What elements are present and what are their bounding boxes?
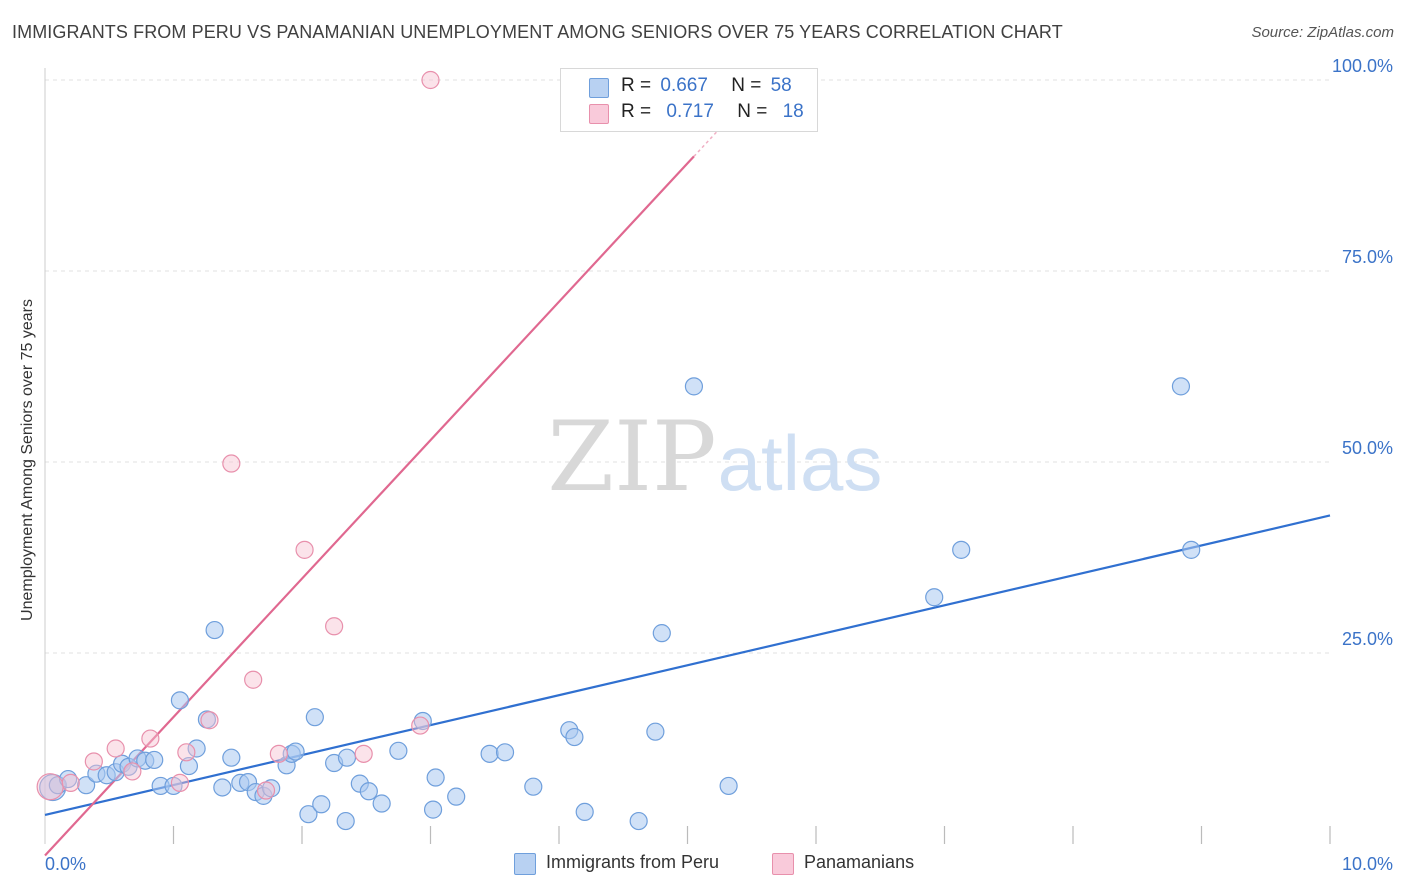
trend-line-panamanians xyxy=(44,155,695,857)
trend-lines xyxy=(44,114,1331,857)
point-peru xyxy=(447,787,466,806)
point-peru xyxy=(575,802,594,822)
y-tick-label: 100.0% xyxy=(1332,56,1393,76)
trend-line-peru xyxy=(44,514,1331,817)
y-tick-label: 25.0% xyxy=(1342,629,1393,649)
point-peru xyxy=(1182,540,1201,559)
point-panamanian xyxy=(170,773,190,792)
bottom-legend-swatch-peru xyxy=(514,853,536,875)
y-tick-label: 75.0% xyxy=(1342,247,1393,267)
point-peru xyxy=(646,722,665,741)
legend-swatch-panamanians xyxy=(589,104,609,124)
axes xyxy=(44,68,1331,844)
bottom-legend-label-peru: Immigrants from Peru xyxy=(546,852,720,872)
y-tick-label: 50.0% xyxy=(1342,438,1393,458)
point-panamanian xyxy=(256,781,276,800)
y-axis-label: Unemployment Among Seniors over 75 years xyxy=(19,299,36,621)
point-peru xyxy=(952,540,971,559)
tick-labels: 25.0% 50.0% 75.0% 100.0% 0.0% 10.0% xyxy=(45,56,1393,874)
point-panamanian xyxy=(325,617,344,636)
point-peru xyxy=(170,691,190,710)
point-peru xyxy=(337,748,357,767)
point-panamanian xyxy=(177,743,196,762)
x-tick-label: 10.0% xyxy=(1342,854,1393,874)
point-peru xyxy=(145,750,164,770)
point-panamanian xyxy=(421,70,440,90)
bottom-legend-label-panamanians: Panamanians xyxy=(804,852,915,872)
watermark: ZIP atlas xyxy=(547,401,882,513)
legend-swatch-peru xyxy=(589,78,609,98)
bottom-legend-swatch-panamanians xyxy=(772,853,794,875)
point-peru xyxy=(77,776,96,795)
point-peru xyxy=(299,805,318,824)
legend-n-value-peru: 58 xyxy=(770,75,792,96)
point-panamanian xyxy=(269,744,288,763)
point-peru xyxy=(187,739,206,758)
point-peru xyxy=(222,748,241,767)
correlation-legend: R = 0.667 N = 58 R = 0.717 N = 18 xyxy=(560,68,818,132)
point-peru xyxy=(719,776,738,796)
point-peru xyxy=(389,741,408,760)
point-panamanian xyxy=(141,729,160,748)
watermark-zip: ZIP xyxy=(547,401,716,513)
point-peru xyxy=(565,727,584,747)
point-peru xyxy=(205,620,224,640)
watermark-atlas: atlas xyxy=(718,419,883,507)
legend-r-value-panamanians: 0.717 xyxy=(666,101,714,122)
point-peru xyxy=(312,795,331,814)
point-peru xyxy=(336,811,355,831)
point-peru xyxy=(179,756,199,776)
source-credit: Source: ZipAtlas.com xyxy=(1251,24,1394,41)
legend-n-value-panamanians: 18 xyxy=(782,101,804,122)
point-panamanian xyxy=(244,670,263,689)
point-panamanian xyxy=(123,762,142,781)
point-peru xyxy=(629,811,648,831)
point-peru xyxy=(524,777,543,796)
point-peru xyxy=(305,708,324,727)
point-panamanian xyxy=(36,773,64,801)
point-peru xyxy=(286,742,305,761)
point-peru xyxy=(372,794,391,813)
point-panamanian xyxy=(200,711,219,730)
gridlines xyxy=(45,79,1330,654)
legend-r-label: R = xyxy=(621,75,652,96)
point-panamanian xyxy=(222,454,241,473)
point-panamanian xyxy=(84,752,103,771)
point-peru xyxy=(359,782,378,801)
point-peru xyxy=(1171,377,1191,396)
legend-n-label: N = xyxy=(731,75,762,96)
point-panamanian xyxy=(106,739,125,758)
point-peru xyxy=(480,744,499,763)
point-panamanian xyxy=(411,716,430,735)
point-peru xyxy=(495,743,515,762)
data-points xyxy=(36,70,1201,831)
legend-r-label: R = xyxy=(621,101,652,122)
point-peru xyxy=(652,624,671,643)
point-peru xyxy=(925,588,944,607)
point-panamanian xyxy=(354,744,373,763)
point-peru xyxy=(423,800,443,819)
point-peru xyxy=(213,778,232,797)
legend-r-value-peru: 0.667 xyxy=(660,75,708,96)
legend-n-label: N = xyxy=(737,101,768,122)
point-panamanian xyxy=(295,540,314,559)
point-panamanian xyxy=(61,773,80,792)
point-peru xyxy=(426,768,445,787)
x-tick-label: 0.0% xyxy=(45,854,86,874)
y-axis-label-container: Unemployment Among Seniors over 75 years xyxy=(16,260,40,660)
chart-title: IMMIGRANTS FROM PERU VS PANAMANIAN UNEMP… xyxy=(12,22,1063,42)
point-peru xyxy=(684,377,704,396)
